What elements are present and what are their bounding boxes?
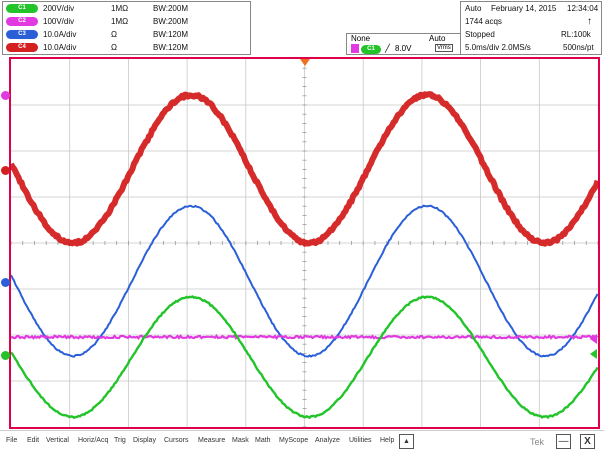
- acquisition-panel[interactable]: Auto February 14, 2015 12:34:04 1744 acq…: [460, 1, 602, 55]
- acq-status: Stopped: [465, 30, 495, 39]
- channel-1-bandwidth: BW:200M: [153, 2, 188, 15]
- menu-analyze[interactable]: Analyze: [315, 437, 340, 444]
- channel-1-badge: C1: [6, 4, 38, 13]
- menu-scroll-up-button[interactable]: ▲: [399, 434, 414, 449]
- trigger-mode: None: [351, 34, 370, 43]
- graticule-svg: [11, 59, 598, 427]
- channel-2-badge: C2: [6, 17, 38, 26]
- menu-help[interactable]: Help: [380, 437, 394, 444]
- menu-horiz-acq[interactable]: Horiz/Acq: [78, 437, 108, 444]
- channel-3-ground-marker[interactable]: [1, 278, 10, 287]
- channel-3-badge: C3: [6, 30, 38, 39]
- trigger-panel[interactable]: None Auto C1 ╱ 8.0V Vrms: [346, 33, 461, 55]
- arrow-up-icon: ↑: [587, 16, 592, 27]
- waveform-channel-2: [11, 336, 598, 338]
- acq-timebase: 5.0ms/div 2.0MS/s: [465, 43, 531, 52]
- menu-file[interactable]: File: [6, 437, 17, 444]
- trigger-slope-icon: ╱: [385, 44, 390, 53]
- menu-utilities[interactable]: Utilities: [349, 437, 372, 444]
- channel-1-ground-marker[interactable]: [1, 351, 10, 360]
- channel-settings-panel: C1 200V/div 1MΩ BW:200M C2 100V/div 1MΩ …: [2, 1, 251, 55]
- menu-mask[interactable]: Mask: [232, 437, 249, 444]
- channel-4-bandwidth: BW:120M: [153, 41, 188, 54]
- acq-date: February 14, 2015: [491, 4, 556, 13]
- menu-display[interactable]: Display: [133, 437, 156, 444]
- channel-row-2[interactable]: C2 100V/div 1MΩ BW:200M: [3, 15, 250, 28]
- channel-row-4[interactable]: C4 10.0A/div Ω BW:120M: [3, 41, 250, 54]
- channel-1-impedance: 1MΩ: [111, 2, 128, 15]
- waveform-display[interactable]: [9, 57, 600, 429]
- trigger-sweep: Auto: [429, 34, 445, 43]
- menu-trig[interactable]: Trig: [114, 437, 126, 444]
- minimize-button[interactable]: —: [556, 434, 571, 449]
- channel-row-1[interactable]: C1 200V/div 1MΩ BW:200M: [3, 2, 250, 15]
- channel-4-impedance: Ω: [111, 41, 117, 54]
- channel-4-badge: C4: [6, 43, 38, 52]
- trigger-source-badge: C1: [361, 45, 381, 54]
- channel-3-impedance: Ω: [111, 28, 117, 41]
- menu-vertical[interactable]: Vertical: [46, 437, 69, 444]
- acq-sample-interval: 500ns/pt: [563, 43, 594, 52]
- acq-time: 12:34:04: [567, 4, 598, 13]
- trigger-indicator-icon: [351, 44, 359, 53]
- channel-2-scale: 100V/div: [43, 15, 74, 28]
- channel-1-right-arrow-icon: [590, 349, 597, 359]
- channel-3-bandwidth: BW:120M: [153, 28, 188, 41]
- trigger-extra: Vrms: [435, 44, 453, 52]
- menu-measure[interactable]: Measure: [198, 437, 225, 444]
- channel-row-3[interactable]: C3 10.0A/div Ω BW:120M: [3, 28, 250, 41]
- channel-2-ground-marker[interactable]: [1, 91, 10, 100]
- menu-math[interactable]: Math: [255, 437, 271, 444]
- trigger-position-icon: [300, 59, 310, 66]
- channel-3-scale: 10.0A/div: [43, 28, 76, 41]
- close-button[interactable]: X: [580, 434, 595, 449]
- acq-record-length: RL:100k: [561, 30, 591, 39]
- channel-4-ground-marker[interactable]: [1, 166, 10, 175]
- channel-2-right-arrow-icon: [590, 334, 597, 344]
- tek-logo: Tek: [530, 437, 544, 447]
- channel-2-bandwidth: BW:200M: [153, 15, 188, 28]
- trigger-level: 8.0V: [395, 44, 411, 53]
- channel-2-impedance: 1MΩ: [111, 15, 128, 28]
- menu-edit[interactable]: Edit: [27, 437, 39, 444]
- channel-4-scale: 10.0A/div: [43, 41, 76, 54]
- menu-myscope[interactable]: MyScope: [279, 437, 308, 444]
- acq-count: 1744 acqs: [465, 17, 502, 26]
- acq-state: Auto: [465, 4, 481, 13]
- channel-1-scale: 200V/div: [43, 2, 74, 15]
- menu-cursors[interactable]: Cursors: [164, 437, 189, 444]
- menu-bar: File Edit Vertical Horiz/Acq Trig Displa…: [0, 430, 604, 452]
